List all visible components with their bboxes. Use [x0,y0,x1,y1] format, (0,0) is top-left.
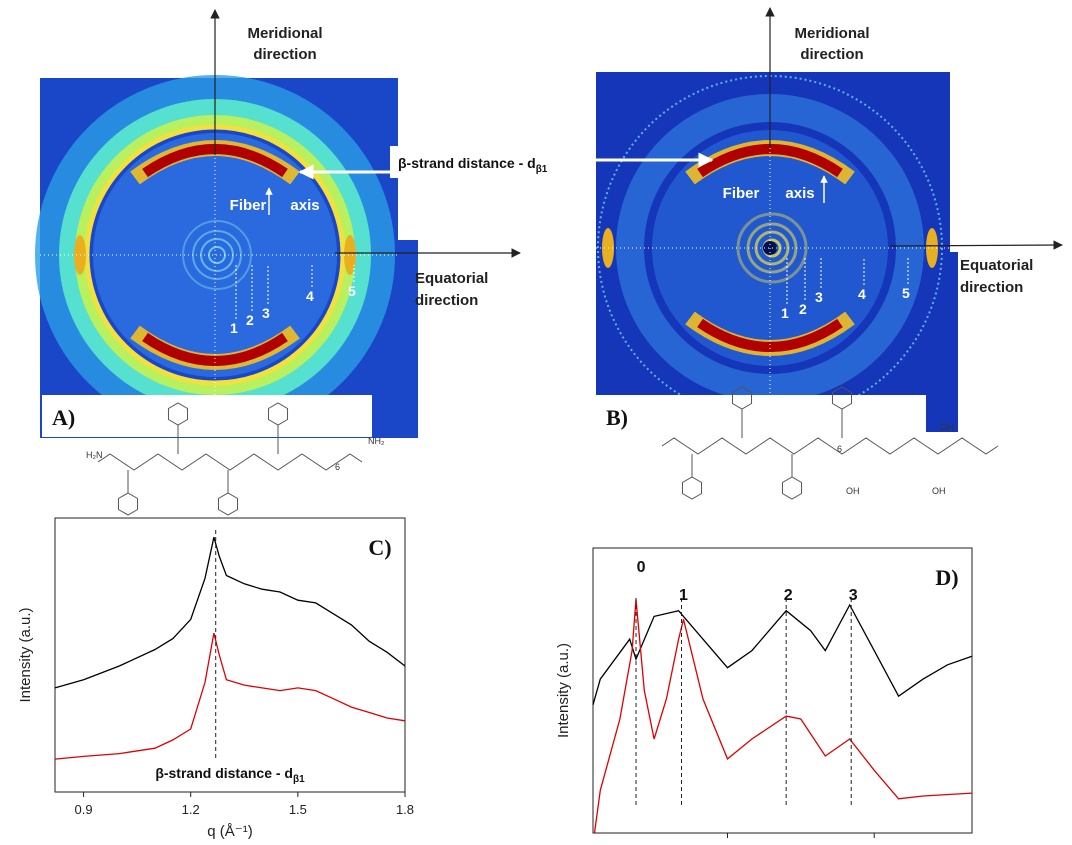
chem-label: 6 [335,462,340,472]
line-series [592,603,973,705]
meridional-label: Meridional [247,25,322,42]
strand-label: β-strand distance - dβ1 [398,155,548,175]
x-tick-label: 1.8 [396,802,414,817]
panel-label: A) [52,405,75,430]
equatorial-label: direction [960,279,1023,296]
annotation: β-strand distance - dβ1 [155,765,305,785]
line-series [593,599,973,834]
line-series [54,632,406,760]
strand-label-text: β-strand distance - d [398,155,536,171]
peak-label: 0 [637,559,646,576]
equatorial-label: Equatorial [415,270,488,287]
order-label: 4 [858,286,866,302]
order-label: 3 [815,289,823,305]
chem-label: H₂N [86,450,103,460]
center-ring [736,212,808,284]
chem-label: NH₂ [368,436,385,446]
order-label: 4 [306,288,314,304]
x-tick-label: 1.2 [182,802,200,817]
chem-backbone [97,453,363,471]
plot-frame [54,517,406,793]
peak-label: 3 [849,587,858,604]
meridional-arc [697,144,843,178]
chem-label: OH [846,486,860,496]
annotation-text: β-strand distance - d [155,765,293,781]
label-backdrop [596,395,926,437]
axis-label: axis [785,185,814,202]
x-axis-label: q (Å⁻¹) [207,823,252,840]
y-axis-label: Intensity (a.u.) [555,643,572,738]
order-label: 5 [902,285,910,301]
chem-ring [217,492,239,516]
meridional-label: Meridional [794,25,869,42]
order-label: 5 [348,283,356,299]
order-label: 2 [799,301,807,317]
line-series [54,537,406,689]
fiber-label: Fiber [723,185,760,202]
x-tick-label: 0.9 [75,802,93,817]
panel-label: D) [935,565,958,590]
annotation-sub: β1 [293,774,305,785]
panel-label: B) [606,405,628,430]
meridional-arc [697,318,843,352]
chem-ring [681,476,703,500]
strand-label-box [390,146,592,178]
peak-label: 1 [679,587,688,604]
order-label: 1 [781,305,789,321]
y-axis-label: Intensity (a.u.) [17,607,34,702]
chem-backbone [661,437,999,455]
equatorial-spot [344,235,356,275]
order-label: 2 [246,312,254,328]
meridional-arc [142,332,288,366]
peak-label: 2 [784,587,793,604]
equatorial-arrow [889,240,1063,250]
meridional-label: direction [253,46,316,63]
chem-label: OH [932,486,946,496]
detector-edge [938,252,958,432]
chem-label: OH [940,422,954,432]
axis-label: axis [290,197,319,214]
chem-ring [117,492,139,516]
label-backdrop [42,395,372,437]
chem-label: 6 [837,444,842,454]
order-label: 3 [262,305,270,321]
center-ring [182,220,252,290]
panel-label: C) [368,535,391,560]
equatorial-label: Equatorial [960,257,1033,274]
order-label: 1 [230,320,238,336]
chem-ring [781,476,803,500]
x-tick-label: 1.5 [289,802,307,817]
fiber-label: Fiber [230,197,267,214]
strand-label-sub: β1 [536,164,548,175]
equatorial-label: direction [415,292,478,309]
meridional-label: direction [800,46,863,63]
plot-frame [592,547,973,834]
